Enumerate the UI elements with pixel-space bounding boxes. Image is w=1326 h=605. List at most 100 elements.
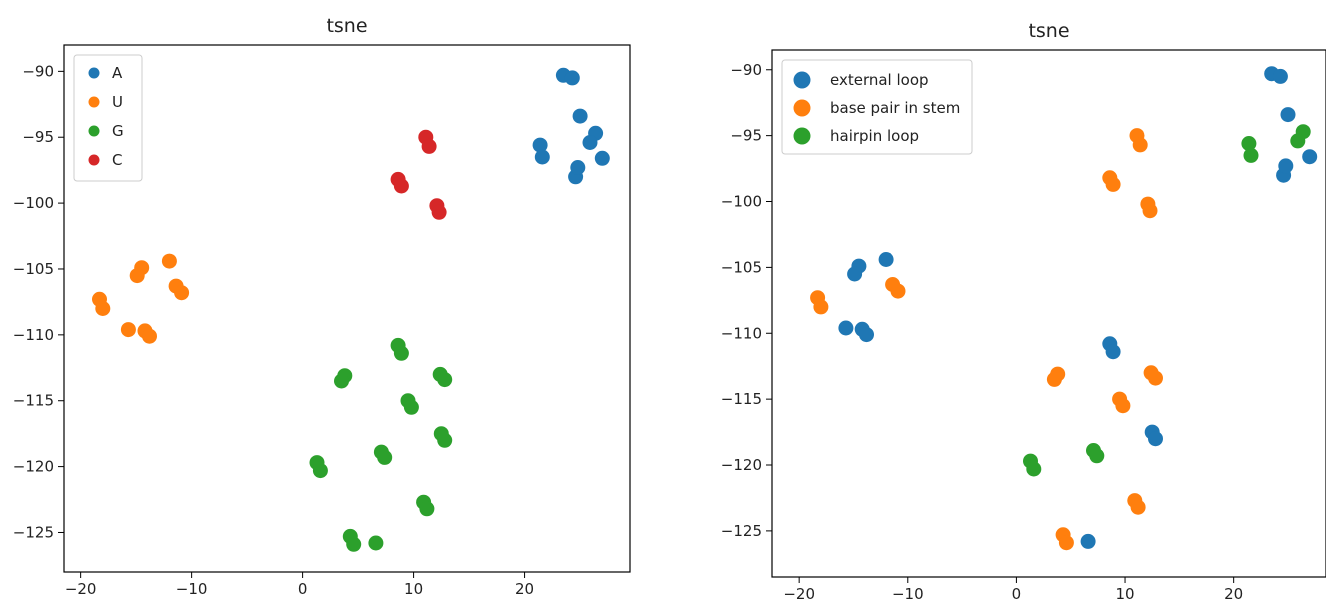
x-tick-label: 0 [1012, 585, 1022, 603]
data-point [334, 373, 349, 389]
y-tick-label: −100 [721, 193, 762, 211]
y-tick-label: −115 [13, 392, 54, 410]
x-tick-label: 20 [515, 580, 534, 598]
data-point [532, 137, 548, 153]
data-point [1243, 147, 1259, 163]
legend-marker [88, 96, 100, 108]
legend-marker [88, 154, 100, 166]
y-tick-label: −120 [721, 456, 762, 474]
data-point [312, 463, 328, 479]
legend-label: hairpin loop [830, 127, 919, 145]
data-point [346, 536, 362, 552]
x-tick-label: −10 [176, 580, 208, 598]
data-point [847, 266, 863, 282]
data-point [838, 320, 854, 336]
data-point [594, 150, 610, 166]
legend-label: G [112, 122, 124, 140]
series-a [532, 67, 610, 185]
axes-frame [771, 49, 1326, 578]
data-point [1089, 448, 1105, 464]
data-point [393, 345, 409, 361]
y-tick-label: −110 [721, 324, 762, 342]
y-tick-label: −95 [730, 127, 762, 145]
data-point [1080, 533, 1096, 549]
data-point [878, 252, 894, 267]
data-point [403, 399, 419, 415]
data-point [129, 268, 145, 284]
y-tick-label: −110 [13, 326, 54, 344]
chart-title: tsne [326, 15, 367, 37]
series-external-loop [838, 66, 1318, 549]
data-point [1115, 398, 1131, 414]
data-point [570, 160, 586, 175]
data-point [859, 327, 874, 343]
y-tick-label: −100 [13, 194, 54, 212]
x-tick-label: 0 [298, 580, 308, 598]
data-point [174, 285, 190, 301]
legend-marker [793, 127, 811, 145]
data-point [377, 449, 393, 465]
x-tick-label: −10 [892, 585, 924, 603]
data-point [1130, 499, 1146, 515]
y-tick-label: −115 [721, 390, 762, 408]
series-hairpin-loop [1023, 124, 1311, 477]
data-point [421, 138, 437, 154]
data-point [1148, 431, 1163, 447]
scatter-plot-1: tsne−20 −10 0 10 20−90−95−100−105−110−115−12… [13, 15, 631, 598]
y-tick-label: −95 [22, 128, 54, 146]
legend-box [73, 54, 143, 182]
data-point [1058, 535, 1074, 551]
data-point [1280, 107, 1296, 123]
data-point [534, 149, 550, 165]
y-tick-label: −105 [721, 258, 762, 276]
series-g [309, 337, 453, 552]
data-point [1278, 158, 1294, 174]
data-point [120, 322, 136, 338]
data-point [1046, 371, 1062, 387]
series-u [92, 253, 190, 344]
chart-title: tsne [1028, 20, 1069, 42]
scatter-plot-2: tsne−20 −10 0 10 20−90−95−100−105−110−115−12… [721, 20, 1326, 603]
data-point [142, 328, 157, 344]
y-tick-label: −90 [22, 62, 54, 80]
data-point [890, 283, 906, 299]
data-point [161, 253, 177, 269]
y-tick-label: −125 [13, 523, 54, 541]
data-point [437, 432, 453, 448]
data-point [95, 301, 111, 316]
legend-marker [793, 71, 811, 89]
legend-label: A [112, 64, 123, 82]
legend-marker [88, 67, 100, 79]
y-tick-label: −120 [13, 458, 54, 476]
data-point [1026, 461, 1042, 477]
data-point [1132, 137, 1148, 153]
data-point [419, 501, 435, 517]
legend-marker [793, 99, 811, 117]
data-point [813, 299, 829, 315]
axes-frame [63, 44, 631, 573]
data-point [431, 204, 447, 220]
legend-marker [88, 125, 100, 137]
data-point [1105, 344, 1121, 360]
y-tick-label: −90 [730, 61, 762, 79]
data-point [368, 535, 384, 551]
series-base-pair-in-stem [810, 128, 1163, 551]
x-tick-label: −20 [783, 585, 815, 603]
x-tick-label: 10 [404, 580, 423, 598]
x-tick-label: −20 [65, 580, 97, 598]
legend-label: external loop [830, 71, 929, 89]
x-tick-label: 10 [1115, 585, 1134, 603]
legend-label: base pair in stem [830, 99, 960, 117]
legend-box [781, 59, 973, 155]
data-point [437, 372, 453, 388]
data-point [1142, 203, 1158, 219]
legend-label: C [112, 151, 122, 169]
y-tick-label: −105 [13, 260, 54, 278]
data-point [1148, 370, 1163, 386]
data-point [1290, 133, 1306, 149]
data-point [1241, 136, 1257, 151]
data-point [1302, 149, 1318, 165]
data-point [564, 70, 580, 86]
